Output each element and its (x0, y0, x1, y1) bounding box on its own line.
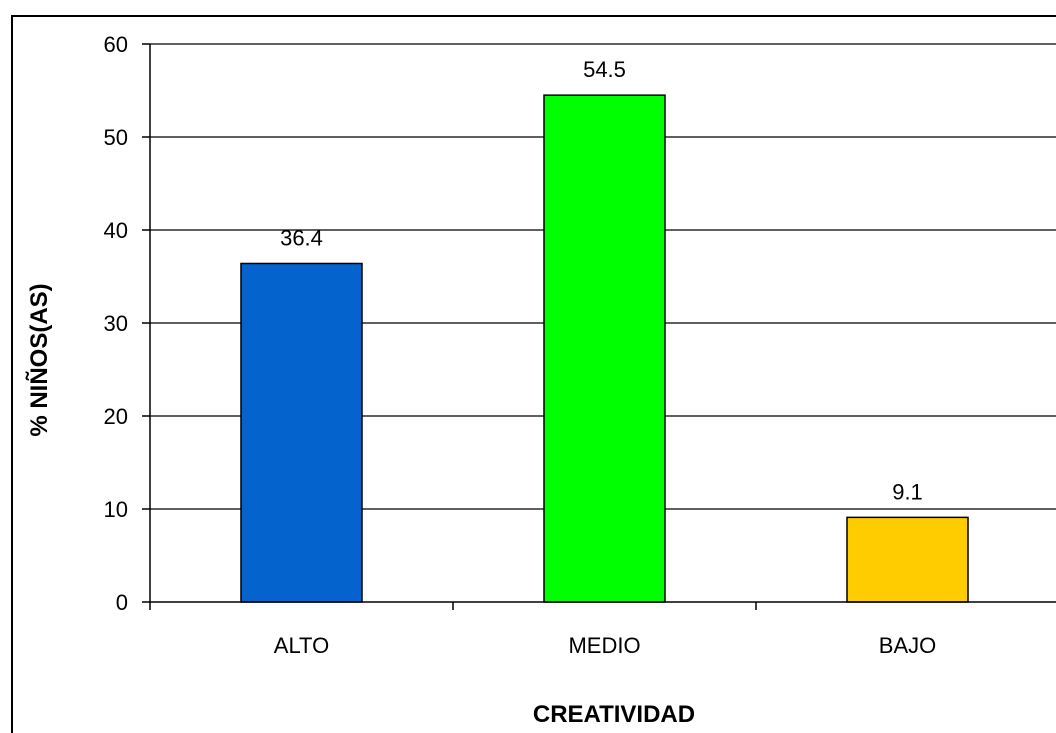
labels: 0 10 20 30 40 50 60 36.4 ALTO 54.5 MEDIO 9.1 BAJO (104, 32, 937, 658)
y-tick-label: 10 (104, 497, 128, 522)
y-tick-label: 20 (104, 404, 128, 429)
bars (240, 94, 969, 603)
y-tick-label: 30 (104, 311, 128, 336)
x-tick-label: BAJO (879, 633, 936, 658)
bar-bajo (846, 516, 969, 603)
data-label: 36.4 (280, 225, 323, 250)
x-axis-title: CREATIVIDAD (533, 701, 695, 728)
bar-medio (543, 94, 666, 603)
data-label: 54.5 (583, 57, 626, 82)
bar-alto (240, 262, 363, 603)
x-tick-label: ALTO (274, 633, 329, 658)
chart-border (11, 15, 1056, 733)
axes (142, 43, 1056, 610)
y-tick-label: 50 (104, 125, 128, 150)
data-label: 9.1 (892, 479, 923, 504)
y-axis-title: % NIÑOS(AS) (25, 283, 53, 436)
x-tick-label: MEDIO (568, 633, 640, 658)
y-tick-label: 60 (104, 32, 128, 57)
y-tick-label: 40 (104, 218, 128, 243)
y-tick-label: 0 (116, 590, 128, 615)
